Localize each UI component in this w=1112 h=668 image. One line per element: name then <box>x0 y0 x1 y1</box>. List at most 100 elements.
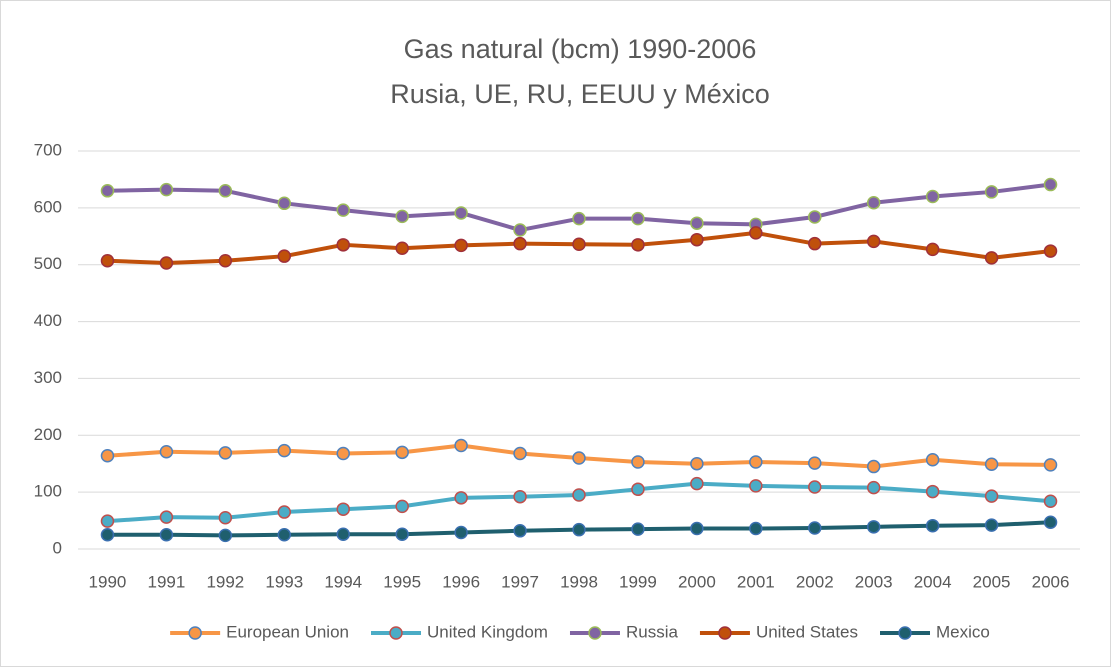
data-point <box>454 438 468 453</box>
x-tick-label: 1992 <box>206 572 244 591</box>
data-point <box>395 445 409 460</box>
data-point <box>454 491 468 505</box>
data-point <box>100 514 115 528</box>
data-point <box>749 479 763 493</box>
data-point <box>925 518 940 533</box>
data-point <box>454 206 468 220</box>
data-point <box>218 528 233 543</box>
data-point <box>100 253 115 268</box>
data-point <box>984 518 999 532</box>
legend-label: United Kingdom <box>427 622 548 641</box>
data-point <box>631 522 645 536</box>
data-point <box>690 232 704 247</box>
data-point <box>277 249 292 263</box>
x-tick-label: 1999 <box>619 572 657 591</box>
x-tick-label: 1997 <box>501 572 539 591</box>
data-point <box>1043 515 1058 530</box>
data-point <box>218 510 233 525</box>
y-tick-label: 600 <box>34 197 62 216</box>
chart-title: Gas natural (bcm) 1990-2006 <box>404 34 757 64</box>
data-point <box>925 484 940 499</box>
data-point <box>277 505 292 519</box>
legend-marker <box>898 626 912 640</box>
y-tick-label: 700 <box>34 140 62 159</box>
data-point <box>218 184 233 198</box>
data-point <box>866 234 881 249</box>
data-point <box>690 521 704 536</box>
data-point <box>513 236 527 251</box>
data-point <box>454 525 468 540</box>
data-point <box>925 189 940 204</box>
data-point <box>572 522 586 537</box>
data-point <box>631 211 645 226</box>
data-point <box>395 209 409 224</box>
data-point <box>277 443 292 458</box>
x-tick-label: 2004 <box>914 572 952 591</box>
data-point <box>395 499 409 514</box>
data-point <box>749 455 763 469</box>
data-point <box>690 456 704 471</box>
data-point <box>572 211 586 226</box>
data-point <box>277 196 292 211</box>
legend-label: Russia <box>626 622 679 641</box>
x-tick-label: 2002 <box>796 572 834 591</box>
data-point <box>690 216 704 230</box>
y-tick-label: 500 <box>34 254 62 273</box>
x-tick-label: 2000 <box>678 572 716 591</box>
data-point <box>159 528 174 542</box>
legend-label: Mexico <box>936 622 990 641</box>
data-point <box>808 210 822 224</box>
data-point <box>395 527 409 541</box>
x-tick-label: 2006 <box>1032 572 1070 591</box>
legend-marker <box>188 626 202 640</box>
data-point <box>159 182 174 197</box>
data-point <box>631 455 645 469</box>
data-point <box>218 446 233 460</box>
data-point <box>159 256 174 270</box>
data-point <box>513 524 527 538</box>
x-tick-label: 1993 <box>265 572 303 591</box>
x-tick-label: 2005 <box>973 572 1011 591</box>
data-point <box>1043 458 1058 472</box>
y-tick-label: 300 <box>34 368 62 387</box>
data-point <box>984 489 999 503</box>
x-tick-label: 1995 <box>383 572 421 591</box>
data-point <box>631 482 645 497</box>
data-point <box>749 226 763 240</box>
data-point <box>572 237 586 251</box>
data-point <box>1043 177 1058 192</box>
data-point <box>866 195 881 210</box>
data-point <box>984 251 999 265</box>
x-tick-label: 1991 <box>147 572 185 591</box>
data-point <box>984 185 999 199</box>
data-point <box>336 527 350 541</box>
data-point <box>925 242 940 257</box>
data-point <box>631 238 645 252</box>
chart-subtitle: Rusia, UE, RU, EEUU y México <box>390 79 770 109</box>
legend-marker <box>718 626 732 640</box>
x-tick-label: 1998 <box>560 572 598 591</box>
y-tick-label: 400 <box>34 311 62 330</box>
legend-label: United States <box>756 622 858 641</box>
data-point <box>808 521 822 535</box>
legend-marker <box>389 626 403 640</box>
data-point <box>808 480 822 494</box>
y-tick-label: 100 <box>34 482 62 501</box>
x-tick-label: 2001 <box>737 572 775 591</box>
data-point <box>866 520 881 534</box>
data-point <box>159 445 174 459</box>
x-tick-label: 1994 <box>324 572 362 591</box>
data-point <box>925 452 940 467</box>
legend-marker <box>588 626 602 640</box>
data-point <box>749 521 763 536</box>
data-point <box>100 184 115 198</box>
data-point <box>866 459 881 474</box>
y-tick-label: 200 <box>34 425 62 444</box>
data-point <box>513 489 527 504</box>
data-point <box>808 236 822 251</box>
data-point <box>100 449 115 463</box>
data-point <box>218 253 233 268</box>
x-tick-label: 2003 <box>855 572 893 591</box>
